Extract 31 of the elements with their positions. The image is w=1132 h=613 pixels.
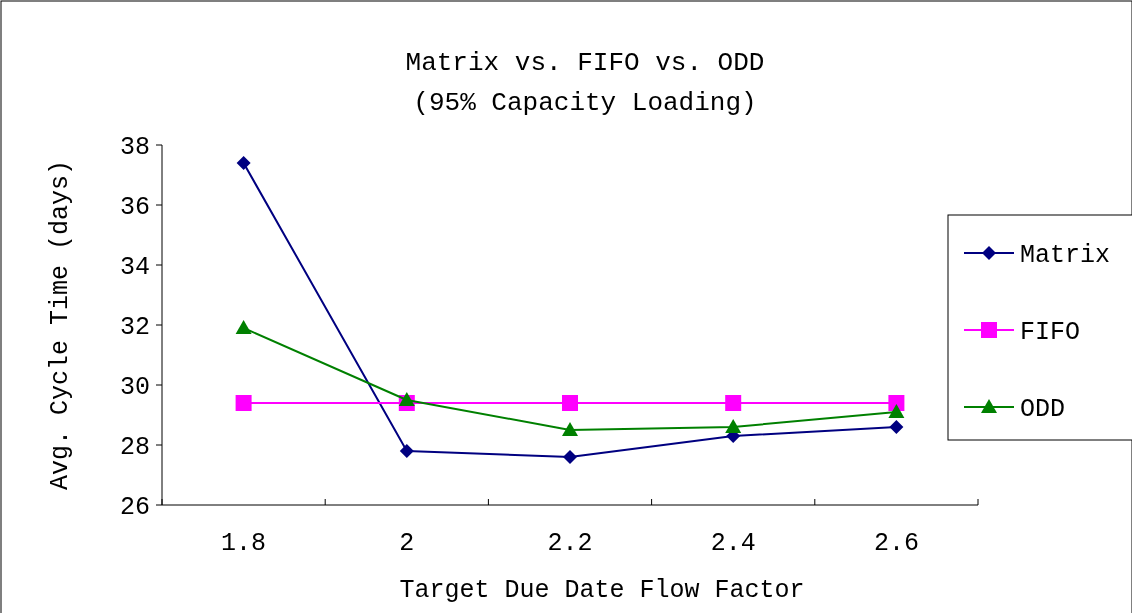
- legend-label: ODD: [1020, 394, 1066, 424]
- point: [399, 444, 414, 458]
- point: [236, 156, 251, 170]
- point: [562, 422, 578, 436]
- x-tick-label: 2.4: [710, 529, 756, 558]
- y-tick-label: 28: [119, 432, 150, 462]
- point: [398, 392, 415, 406]
- y-tick-label: 38: [119, 132, 150, 162]
- y-tick-label: 30: [119, 372, 150, 402]
- point: [725, 395, 742, 411]
- y-axis-title: Avg. Cycle Time (days): [46, 159, 75, 491]
- point: [562, 395, 578, 411]
- x-tick-label: 1.8: [221, 529, 267, 558]
- point: [889, 420, 904, 434]
- x-tick-label: 2.6: [873, 529, 919, 558]
- point: [888, 404, 905, 418]
- x-tick-label: 2.2: [547, 529, 593, 558]
- y-tick-label: 34: [119, 252, 150, 282]
- point: [235, 395, 252, 411]
- legend-label: FIFO: [1020, 317, 1081, 347]
- y-tick-label: 36: [119, 192, 150, 222]
- y-tick-label: 26: [119, 492, 150, 522]
- point: [563, 450, 577, 464]
- y-tick-label: 32: [119, 312, 150, 342]
- legend-label: Matrix: [1020, 240, 1111, 270]
- x-axis-title: Target Due Date Flow Factor: [399, 576, 805, 605]
- point: [235, 320, 252, 334]
- chart-title: Matrix vs. FIFO vs. ODD: [405, 48, 765, 78]
- chart-subtitle: (95% Capacity Loading): [413, 88, 757, 118]
- x-tick-label: 2: [399, 529, 415, 558]
- point: [725, 419, 742, 433]
